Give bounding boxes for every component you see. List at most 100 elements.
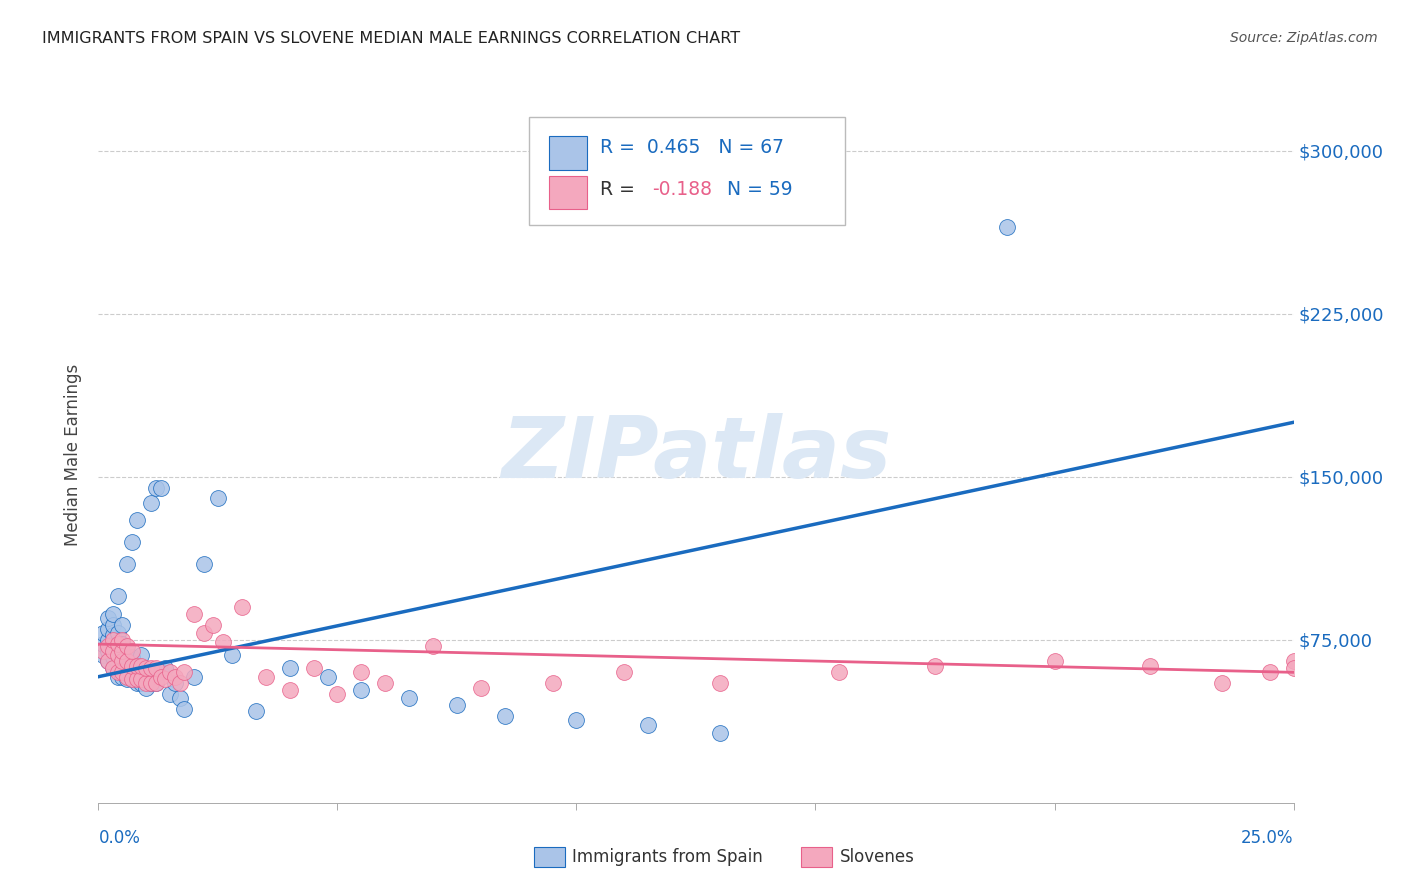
Point <box>115 661 138 675</box>
Point <box>107 648 129 662</box>
Point <box>101 632 124 647</box>
Point <box>135 676 157 690</box>
Point <box>115 670 138 684</box>
Point <box>374 676 396 690</box>
Point <box>101 617 124 632</box>
Point <box>211 635 233 649</box>
Point <box>111 643 134 657</box>
Point <box>121 658 143 673</box>
Point <box>107 626 129 640</box>
Point <box>193 626 215 640</box>
Point <box>131 676 153 690</box>
Point <box>1258 665 1281 680</box>
Point <box>221 648 243 662</box>
Point <box>97 643 120 657</box>
Point <box>101 643 124 657</box>
Point <box>121 661 143 675</box>
Point <box>202 617 225 632</box>
Point <box>1043 655 1066 669</box>
Point <box>494 708 516 723</box>
Point <box>115 655 138 669</box>
Point <box>101 650 124 665</box>
Point <box>131 658 153 673</box>
Point <box>115 639 138 653</box>
Point <box>115 650 138 665</box>
Point <box>91 648 114 662</box>
Point <box>159 687 181 701</box>
Point <box>316 670 339 684</box>
Point <box>254 670 277 684</box>
Point <box>101 639 124 653</box>
Point <box>111 665 134 680</box>
Point <box>107 670 129 684</box>
Text: N = 59: N = 59 <box>709 180 793 199</box>
Point <box>121 650 143 665</box>
Point <box>97 655 120 669</box>
Point <box>995 219 1018 234</box>
Point <box>107 658 129 673</box>
Point <box>97 611 120 625</box>
Text: 25.0%: 25.0% <box>1241 830 1294 847</box>
FancyBboxPatch shape <box>548 136 588 169</box>
Point <box>131 672 153 686</box>
Y-axis label: Median Male Earnings: Median Male Earnings <box>65 364 83 546</box>
Point <box>350 665 373 680</box>
Point <box>828 665 851 680</box>
Point <box>613 665 636 680</box>
Point <box>173 702 195 716</box>
Point <box>326 687 349 701</box>
Point <box>101 661 124 675</box>
FancyBboxPatch shape <box>548 176 588 210</box>
Point <box>135 661 157 675</box>
Point <box>111 670 134 684</box>
Point <box>115 672 138 686</box>
Point <box>302 661 325 675</box>
Point <box>107 589 129 603</box>
Point <box>350 682 373 697</box>
Point <box>107 665 129 680</box>
Point <box>1282 661 1305 675</box>
Point <box>1139 658 1161 673</box>
Point <box>1282 655 1305 669</box>
Point <box>107 648 129 662</box>
Point <box>278 682 301 697</box>
Point <box>149 670 172 684</box>
Point <box>131 648 153 662</box>
Text: R =: R = <box>600 180 641 199</box>
Point <box>149 665 172 680</box>
Point <box>637 717 659 731</box>
Point <box>125 676 148 690</box>
Text: Source: ZipAtlas.com: Source: ZipAtlas.com <box>1230 31 1378 45</box>
Point <box>91 626 114 640</box>
Point <box>125 658 148 673</box>
Point <box>541 676 564 690</box>
Point <box>173 665 195 680</box>
Point <box>97 639 120 653</box>
Point <box>135 681 157 695</box>
Point <box>135 670 157 684</box>
Point <box>97 655 120 669</box>
Point <box>446 698 468 712</box>
Point <box>97 622 120 636</box>
Point <box>155 672 177 686</box>
Point <box>121 535 143 549</box>
Point <box>207 491 229 506</box>
Point <box>125 672 148 686</box>
Point <box>101 607 124 621</box>
Point <box>145 481 167 495</box>
Point <box>91 637 114 651</box>
Point <box>163 670 186 684</box>
Text: -0.188: -0.188 <box>652 180 711 199</box>
Point <box>231 600 253 615</box>
Point <box>398 691 420 706</box>
FancyBboxPatch shape <box>529 118 845 226</box>
Point <box>183 670 205 684</box>
Text: ZIPatlas: ZIPatlas <box>501 413 891 497</box>
Point <box>163 676 186 690</box>
Point <box>111 637 134 651</box>
Point <box>169 676 191 690</box>
Point <box>121 672 143 686</box>
Text: Immigrants from Spain: Immigrants from Spain <box>572 848 763 866</box>
Point <box>97 632 120 647</box>
Point <box>159 665 181 680</box>
